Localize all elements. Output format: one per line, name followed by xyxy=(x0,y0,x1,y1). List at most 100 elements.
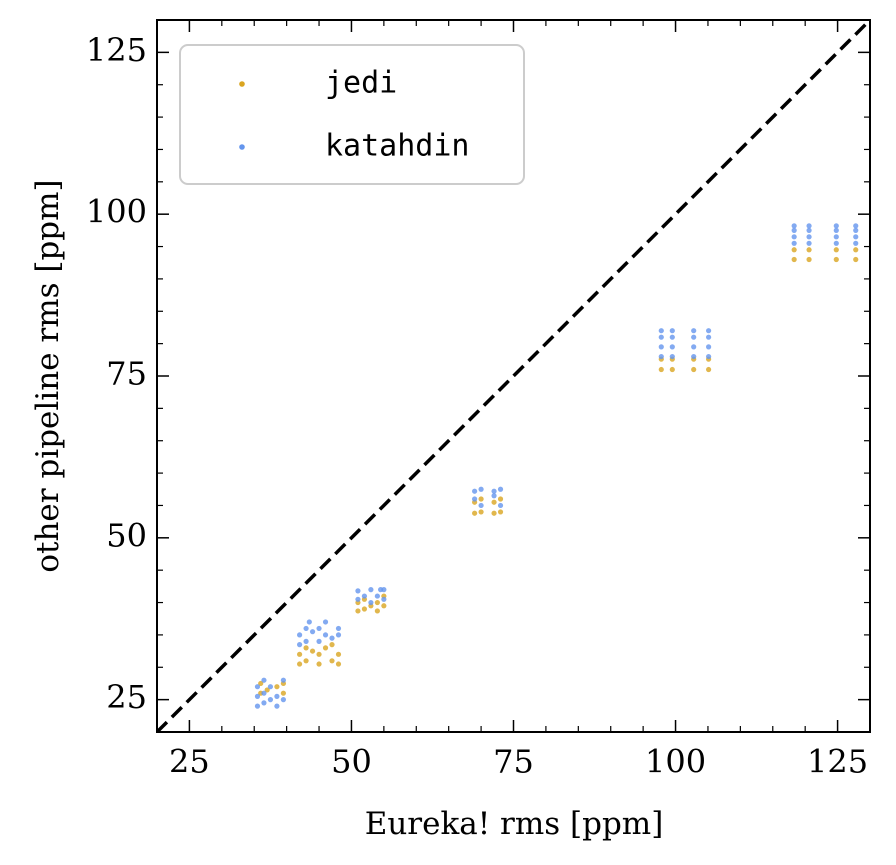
point xyxy=(303,638,309,644)
point xyxy=(706,344,712,350)
point xyxy=(274,693,280,700)
point xyxy=(261,690,267,696)
x-tick-label: 125 xyxy=(807,743,868,781)
point xyxy=(335,661,342,667)
point xyxy=(297,632,303,638)
legend-label: katahdin xyxy=(325,129,470,164)
point xyxy=(297,651,303,657)
point xyxy=(309,629,316,635)
point xyxy=(669,334,675,340)
plot-area xyxy=(157,20,870,732)
point xyxy=(374,599,380,606)
point xyxy=(254,703,261,709)
point xyxy=(806,256,812,263)
point xyxy=(658,344,664,350)
point xyxy=(497,509,504,515)
point xyxy=(691,334,697,340)
point xyxy=(491,499,497,505)
y-tick-label: 125 xyxy=(86,31,147,69)
point xyxy=(478,509,484,515)
x-tick-label: 100 xyxy=(645,743,706,781)
point xyxy=(274,703,280,709)
point xyxy=(658,353,664,360)
x-tick-label: 50 xyxy=(331,743,372,781)
point xyxy=(853,247,859,253)
point xyxy=(491,488,497,494)
point xyxy=(297,661,303,667)
point xyxy=(280,697,286,703)
point xyxy=(791,223,797,229)
point xyxy=(669,328,675,334)
point xyxy=(791,234,797,240)
point xyxy=(329,658,335,664)
point xyxy=(316,638,322,644)
x-tick-label: 25 xyxy=(169,743,210,781)
point xyxy=(381,603,387,609)
point xyxy=(791,240,797,246)
point xyxy=(806,247,812,253)
point xyxy=(261,700,267,706)
point xyxy=(853,223,859,229)
point xyxy=(833,247,839,253)
point xyxy=(267,684,274,690)
y-tick-label: 50 xyxy=(106,516,147,554)
point xyxy=(381,596,387,602)
legend-marker xyxy=(239,81,245,87)
y-axis-label: other pipeline rms [ppm] xyxy=(30,179,66,572)
point xyxy=(833,256,839,263)
point xyxy=(691,344,697,350)
point xyxy=(355,596,361,602)
y-tick-label: 25 xyxy=(106,678,147,716)
point xyxy=(791,247,797,253)
point xyxy=(335,651,342,657)
point xyxy=(267,697,274,703)
point xyxy=(669,366,675,373)
point xyxy=(335,625,342,632)
point xyxy=(478,486,484,492)
point xyxy=(658,328,664,334)
point xyxy=(381,587,387,593)
point xyxy=(361,606,368,612)
point xyxy=(309,648,316,654)
point xyxy=(478,496,484,502)
point xyxy=(706,328,712,334)
legend-label: jedi xyxy=(325,66,397,101)
point xyxy=(669,344,675,350)
point xyxy=(322,632,329,638)
point xyxy=(368,587,374,593)
point xyxy=(853,227,859,233)
point xyxy=(258,680,264,687)
legend-marker xyxy=(239,144,245,150)
point xyxy=(322,645,329,651)
point xyxy=(497,502,504,509)
point xyxy=(306,619,312,625)
point xyxy=(329,642,335,648)
y-tick-label: 100 xyxy=(86,193,147,231)
x-tick-label: 75 xyxy=(493,743,534,781)
point xyxy=(316,661,322,667)
point xyxy=(491,493,497,499)
point xyxy=(853,234,859,240)
point xyxy=(669,353,675,360)
point xyxy=(706,334,712,340)
point xyxy=(806,240,812,246)
legend: jedi katahdin xyxy=(179,44,525,185)
point xyxy=(355,588,361,594)
legend-box xyxy=(179,44,525,185)
point xyxy=(706,366,712,373)
point xyxy=(280,677,286,683)
point xyxy=(472,496,478,502)
point xyxy=(791,256,797,263)
point xyxy=(316,651,322,657)
point xyxy=(361,593,368,599)
point xyxy=(806,227,812,233)
point xyxy=(472,488,478,494)
point xyxy=(853,256,859,263)
point xyxy=(322,619,329,625)
point xyxy=(706,353,712,360)
point xyxy=(791,227,797,233)
point xyxy=(472,510,478,516)
point xyxy=(691,366,697,373)
point xyxy=(833,223,839,229)
point xyxy=(497,496,504,502)
